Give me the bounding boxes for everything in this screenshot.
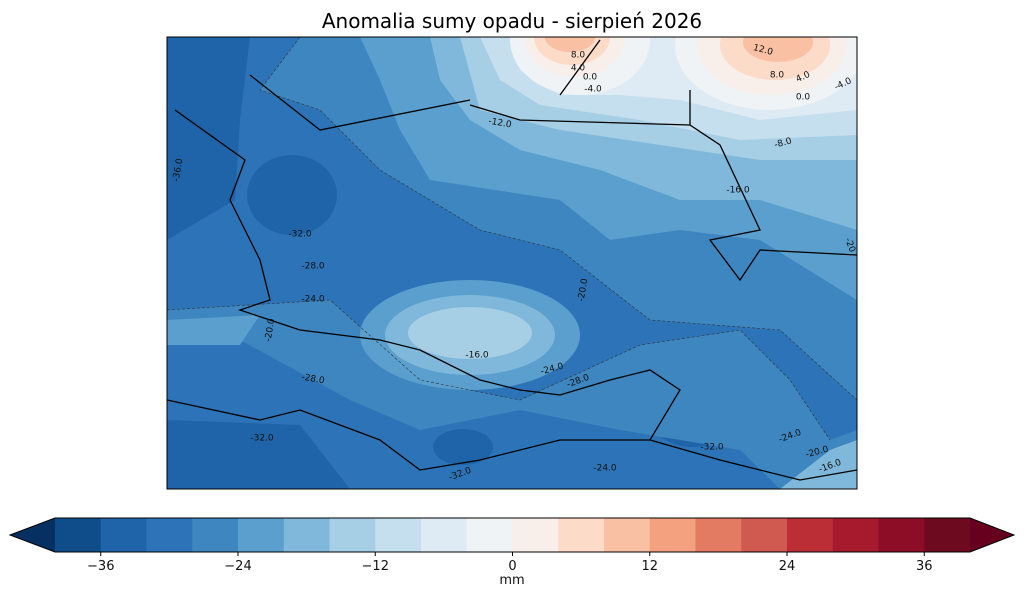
colorbar-tick-label: 0 <box>508 559 516 574</box>
contour-label: -16.0 <box>465 351 489 361</box>
contour-label: -36.0 <box>172 157 186 182</box>
field <box>433 429 493 465</box>
colorbar-extend <box>970 518 1014 552</box>
contour-label: -32.0 <box>700 443 724 453</box>
contour-label: -28.0 <box>301 373 326 387</box>
contour-labels: 8.0 4.0 0.0 -4.0 12.0 8.0 4.0 0.0 -4.0 -… <box>172 43 857 483</box>
contour-label: -8.0 <box>773 136 793 150</box>
contour-label: -12.0 <box>488 117 513 131</box>
map-frame <box>166 36 858 490</box>
colorbar-tick-label: −36 <box>87 559 114 574</box>
colorbar-box <box>649 518 696 552</box>
contour-label: -28.0 <box>301 262 325 272</box>
colorbar-box <box>832 518 879 552</box>
colorbar-tick-label: −24 <box>224 559 251 574</box>
colorbar-box <box>375 518 422 552</box>
field <box>780 440 857 489</box>
map <box>167 37 857 489</box>
contour-label: 4.0 <box>571 64 586 74</box>
contour-line <box>259 37 857 401</box>
contour-label: -4.0 <box>584 85 602 95</box>
colorbar-box <box>329 518 376 552</box>
colorbar-box <box>695 518 742 552</box>
field <box>545 37 595 52</box>
contour-label: 0.0 <box>796 93 811 103</box>
colorbar-tick-label: −12 <box>362 559 389 574</box>
title: Anomalia sumy opadu - sierpień 2026 <box>322 9 702 33</box>
colorbar-box <box>558 518 605 552</box>
contour-label: -20.0 <box>264 317 278 342</box>
colorbar-box <box>192 518 239 552</box>
field <box>167 420 350 489</box>
colorbar-box <box>146 518 193 552</box>
field <box>408 307 532 359</box>
colorbar-box <box>878 518 925 552</box>
colorbar-box <box>238 518 285 552</box>
contour-label: 8.0 <box>770 71 785 81</box>
contour-line <box>167 299 831 441</box>
contour-label: -24.0 <box>593 464 617 474</box>
field <box>167 300 857 489</box>
colorbar-box <box>100 518 147 552</box>
colorbar-tick-label: 36 <box>916 559 933 574</box>
field <box>743 37 813 62</box>
colorbar-box <box>924 518 971 552</box>
colorbar-tick-label: 24 <box>779 559 796 574</box>
colorbar-box <box>741 518 788 552</box>
field <box>167 315 260 345</box>
border <box>167 39 857 481</box>
colorbar-tick-label: 12 <box>641 559 658 574</box>
contour-label: -24.0 <box>301 295 325 305</box>
contour-label: -32.0 <box>288 230 312 240</box>
contour-label: -32.0 <box>250 434 274 444</box>
colorbar-box <box>421 518 468 552</box>
contour-label: -20 <box>842 237 857 254</box>
field <box>167 37 250 240</box>
colorbar-box <box>512 518 559 552</box>
colorbar-box <box>55 518 102 552</box>
colorbar-box <box>466 518 513 552</box>
colorbar-outline <box>8 517 1016 553</box>
colorbar-box <box>604 518 651 552</box>
colorbar-box <box>787 518 834 552</box>
colorbar-box <box>283 518 330 552</box>
contour-label: -16.0 <box>726 186 750 196</box>
colorbar-label: mm <box>499 573 524 588</box>
contour-label: -20.0 <box>577 277 591 302</box>
field <box>247 155 337 235</box>
contour-label: 8.0 <box>571 51 586 61</box>
colorbar-extend <box>10 518 55 552</box>
contour-label: 0.0 <box>583 73 598 83</box>
